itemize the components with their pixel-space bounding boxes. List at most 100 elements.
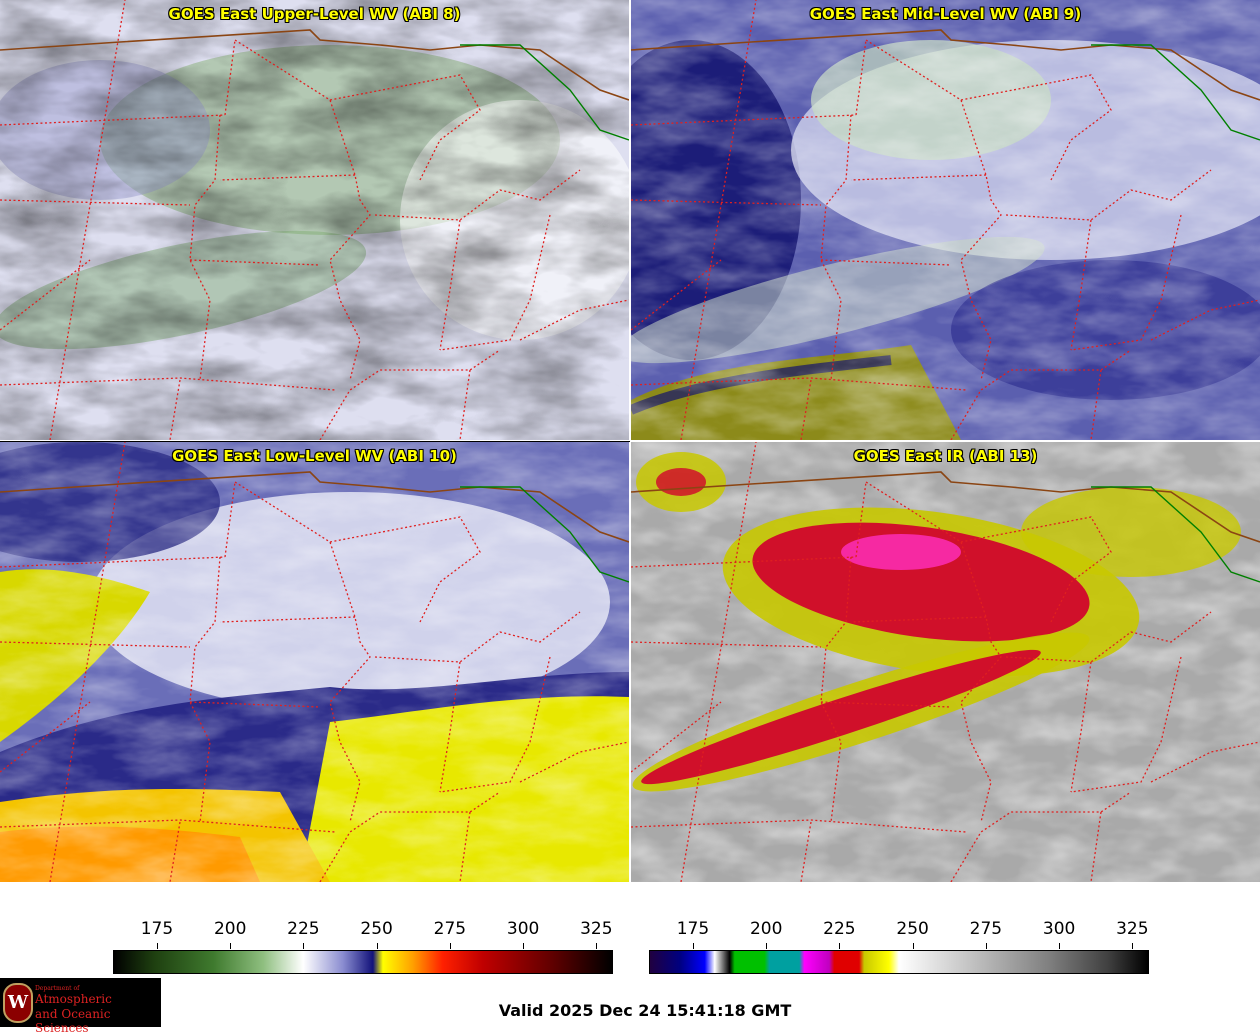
state-border (0, 701, 91, 773)
wv-colorbar-tick-label: 325 (580, 919, 613, 939)
wv-colorbar-tick-mark (449, 943, 451, 949)
ir-colorbar-tick-mark (766, 943, 768, 949)
ir-colorbar-tick-mark (1132, 943, 1134, 949)
state-border (800, 379, 812, 440)
state-border (1090, 811, 1102, 882)
state-border (855, 39, 867, 116)
state-border (800, 821, 812, 882)
wv-colorbar-tick-label: 175 (140, 919, 174, 939)
state-border (850, 174, 987, 181)
country-border (0, 29, 629, 101)
wv-colorbar-tick-label: 300 (506, 919, 540, 939)
state-border (631, 556, 857, 568)
state-border (1005, 611, 1212, 663)
state-border (459, 369, 471, 440)
state-border (1150, 741, 1260, 783)
state-border (631, 701, 722, 773)
state-border (1150, 299, 1260, 341)
lake-border (460, 486, 629, 583)
state-border (219, 174, 356, 181)
wv-colorbar-tick-label: 275 (433, 919, 467, 939)
state-border (519, 741, 629, 783)
wv-colorbar-tick-mark (156, 943, 158, 949)
state-border (855, 481, 867, 558)
lake-border (1091, 486, 1260, 583)
country-border (631, 471, 1260, 543)
panel-ir: GOES East IR (ABI 13) (631, 442, 1260, 882)
panel-mid-level-wv: GOES East Mid-Level WV (ABI 9) (631, 0, 1260, 440)
state-border (189, 259, 321, 266)
state-border (631, 641, 822, 648)
state-border (960, 516, 1112, 623)
low-wv-image (0, 442, 629, 882)
logo-line2: Atmospheric (35, 992, 112, 1006)
state-border (459, 811, 471, 882)
state-border (0, 377, 336, 391)
state-border (820, 259, 952, 266)
ir-colorbar-tick-mark (1059, 943, 1061, 949)
state-border (631, 114, 857, 126)
state-border (820, 556, 852, 823)
state-border (219, 616, 356, 623)
state-border (189, 114, 221, 381)
ir-colorbar-tick-label: 225 (823, 919, 856, 939)
panel-title: GOES East Mid-Level WV (ABI 9) (809, 5, 1082, 23)
state-border (0, 819, 336, 833)
logo-line1: Department of (35, 985, 80, 992)
lake-border (1091, 44, 1260, 141)
ir-colorbar-tick-mark (912, 943, 914, 949)
state-border (374, 611, 581, 663)
wv-colorbar (113, 950, 613, 974)
panel-title: GOES East Low-Level WV (ABI 10) (172, 447, 457, 465)
state-border (1070, 661, 1092, 793)
wv-colorbar-tick-mark (596, 943, 598, 949)
panel-title: GOES East IR (ABI 13) (853, 447, 1038, 465)
state-border (820, 701, 952, 708)
state-border (169, 821, 181, 882)
state-border (820, 114, 852, 381)
panel-upper-level-wv: GOES East Upper-Level WV (ABI 8) (0, 0, 629, 440)
state-border (0, 259, 91, 331)
state-border (439, 656, 551, 793)
upper-wv-image (0, 0, 629, 440)
state-border (329, 74, 481, 181)
wv-colorbar-tick-mark (303, 943, 305, 949)
state-border (850, 616, 987, 623)
state-border (189, 701, 321, 708)
state-border (374, 169, 581, 221)
state-border (329, 516, 481, 623)
state-border (1090, 369, 1102, 440)
state-border (234, 39, 371, 381)
state-border (631, 259, 722, 331)
state-border (865, 481, 1002, 823)
state-border (865, 39, 1002, 381)
panel-low-level-wv: GOES East Low-Level WV (ABI 10) (0, 442, 629, 882)
ir-colorbar-tick-mark (985, 943, 987, 949)
ir-colorbar-tick-label: 175 (676, 919, 710, 939)
mid-wv-image (631, 0, 1260, 440)
wv-colorbar-tick-mark (523, 943, 525, 949)
ir-colorbar-tick-label: 325 (1116, 919, 1149, 939)
wv-colorbar-tick-mark (376, 943, 378, 949)
wv-colorbar-tick-label: 225 (287, 919, 320, 939)
panel-divider (0, 441, 630, 442)
state-border (631, 377, 967, 391)
wv-colorbar-tick-label: 250 (360, 919, 393, 939)
state-border (189, 556, 221, 823)
state-border (0, 641, 191, 648)
country-border (631, 29, 1260, 101)
country-border (0, 471, 629, 543)
ir-image (631, 442, 1260, 882)
wv-colorbar-tick-label: 200 (213, 919, 247, 939)
state-border (519, 299, 629, 341)
state-border (1070, 656, 1182, 793)
ir-colorbar-tick-label: 300 (1042, 919, 1076, 939)
lake-border (460, 44, 629, 141)
state-border (439, 214, 551, 351)
ir-colorbar-tick-mark (839, 943, 841, 949)
state-border (1070, 214, 1182, 351)
valid-time: Valid 2025 Dec 24 15:41:18 GMT (498, 1001, 792, 1020)
state-border (439, 661, 461, 793)
ir-colorbar-tick-label: 250 (896, 919, 929, 939)
state-border (224, 39, 236, 116)
